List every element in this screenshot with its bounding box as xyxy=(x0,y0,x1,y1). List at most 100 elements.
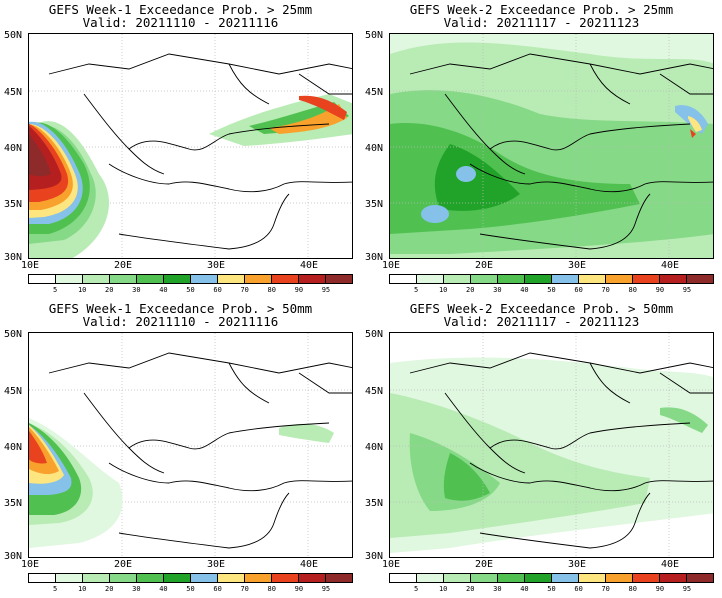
panel-title: GEFS Week-2 Exceedance Prob. > 50mm xyxy=(409,301,674,316)
color-bar-segment xyxy=(552,275,579,283)
color-bar-segment xyxy=(660,574,687,582)
color-bar-tick-label: 60 xyxy=(574,585,583,593)
lon-label-40e: 40E xyxy=(661,260,680,271)
probability-map xyxy=(389,33,714,259)
probability-map xyxy=(28,332,353,558)
color-bar xyxy=(28,573,353,583)
color-bar-segment xyxy=(191,275,218,283)
precip-shading xyxy=(390,34,713,258)
color-bar-segment xyxy=(444,275,471,283)
color-bar-tick-label: 50 xyxy=(186,286,195,294)
color-bar-segment xyxy=(471,574,498,582)
color-bar-tick-label: 90 xyxy=(294,286,304,294)
color-bar-tick-label: 30 xyxy=(493,585,502,593)
color-bar-segment xyxy=(29,574,56,582)
lat-label-30n: 30N xyxy=(365,252,384,263)
color-bar-tick-label: 10 xyxy=(77,585,87,593)
color-bar-tick-label: 30 xyxy=(493,286,502,294)
lat-label-30n: 30N xyxy=(4,551,23,562)
lon-label-20e: 20E xyxy=(475,260,494,271)
color-bar-tick-label: 90 xyxy=(655,286,665,294)
color-bar-segment xyxy=(245,275,272,283)
color-bar-segment xyxy=(498,275,525,283)
panel-valid-date: Valid: 20211117 - 20211123 xyxy=(443,15,640,30)
color-bar-segment xyxy=(579,574,606,582)
color-bar-segment xyxy=(444,574,471,582)
color-bar-tick-label: 70 xyxy=(240,286,249,294)
color-bar-segment xyxy=(83,574,110,582)
color-bar-tick-label: 30 xyxy=(132,286,141,294)
color-bar-tick-label: 40 xyxy=(520,585,529,593)
color-bar-tick-label: 50 xyxy=(547,585,556,593)
lon-label-30e: 30E xyxy=(568,559,587,570)
color-bar-tick-label: 40 xyxy=(159,585,168,593)
lon-label-20e: 20E xyxy=(114,260,133,271)
precip-shading xyxy=(390,357,713,553)
color-bar-segment xyxy=(687,574,713,582)
color-bar-segment xyxy=(110,574,137,582)
panel-title: GEFS Week-2 Exceedance Prob. > 25mm xyxy=(409,2,674,17)
lat-label-30n: 30N xyxy=(365,551,384,562)
color-bar-segment xyxy=(633,574,660,582)
lon-label-10e: 10E xyxy=(382,559,401,570)
color-bar-segment xyxy=(579,275,606,283)
color-bar xyxy=(28,274,353,284)
color-bar-segment xyxy=(272,574,299,582)
color-bar-segment xyxy=(56,275,83,283)
panel-week2-25mm: GEFS Week-2 Exceedance Prob. > 25mm Vali… xyxy=(361,0,722,299)
lat-label-45n: 45N xyxy=(365,386,384,397)
lon-label-20e: 20E xyxy=(114,559,133,570)
color-bar-tick-label: 70 xyxy=(601,585,610,593)
color-bar-tick-label: 5 xyxy=(52,585,58,593)
color-bar-tick-label: 80 xyxy=(628,286,637,294)
lat-label-35n: 35N xyxy=(365,498,384,509)
coastlines xyxy=(409,352,713,549)
color-bar-segment xyxy=(525,574,552,582)
color-bar-tick-label: 20 xyxy=(105,286,114,294)
color-bar-segment xyxy=(390,574,417,582)
color-bar-tick-label: 70 xyxy=(601,286,610,294)
color-bar-tick-label: 40 xyxy=(159,286,168,294)
color-bar-segment xyxy=(606,574,633,582)
lat-label-40n: 40N xyxy=(365,442,384,453)
lat-label-30n: 30N xyxy=(4,252,23,263)
color-bar-tick-label: 90 xyxy=(655,585,665,593)
color-bar-segment xyxy=(552,574,579,582)
precip-shading xyxy=(29,418,334,548)
lon-label-30e: 30E xyxy=(207,559,226,570)
color-bar-segment xyxy=(660,275,687,283)
color-bar-segment xyxy=(29,275,56,283)
color-bar-segment xyxy=(525,275,552,283)
color-bar-tick-label: 60 xyxy=(574,286,583,294)
color-bar-segment xyxy=(417,574,444,582)
lon-label-10e: 10E xyxy=(21,260,40,271)
color-bar xyxy=(389,274,714,284)
color-bar-segment xyxy=(417,275,444,283)
color-bar-segment xyxy=(633,275,660,283)
color-bar-tick-label: 20 xyxy=(466,286,475,294)
lat-label-50n: 50N xyxy=(4,329,23,340)
color-bar-tick-label: 80 xyxy=(267,585,276,593)
panel-week2-50mm: GEFS Week-2 Exceedance Prob. > 50mm Vali… xyxy=(361,299,722,598)
color-bar-tick-label: 10 xyxy=(438,585,448,593)
lon-label-20e: 20E xyxy=(475,559,494,570)
lat-label-40n: 40N xyxy=(4,442,23,453)
lat-label-40n: 40N xyxy=(365,143,384,154)
color-bar-tick-label: 20 xyxy=(105,585,114,593)
lon-label-10e: 10E xyxy=(21,559,40,570)
color-bar-segment xyxy=(299,275,326,283)
color-bar-tick-label: 70 xyxy=(240,585,249,593)
coastlines xyxy=(48,53,352,250)
color-bar-tick-label: 95 xyxy=(682,286,692,294)
lon-label-30e: 30E xyxy=(568,260,587,271)
color-bar xyxy=(389,573,714,583)
color-bar-segment xyxy=(110,275,137,283)
color-bar-segment xyxy=(326,275,352,283)
lon-label-10e: 10E xyxy=(382,260,401,271)
color-bar-tick-label: 5 xyxy=(413,585,419,593)
color-bar-segment xyxy=(471,275,498,283)
panel-week1-50mm: GEFS Week-1 Exceedance Prob. > 50mm Vali… xyxy=(0,299,361,598)
panel-week1-25mm: GEFS Week-1 Exceedance Prob. > 25mm Vali… xyxy=(0,0,361,299)
lon-label-30e: 30E xyxy=(207,260,226,271)
lat-label-50n: 50N xyxy=(365,30,384,41)
